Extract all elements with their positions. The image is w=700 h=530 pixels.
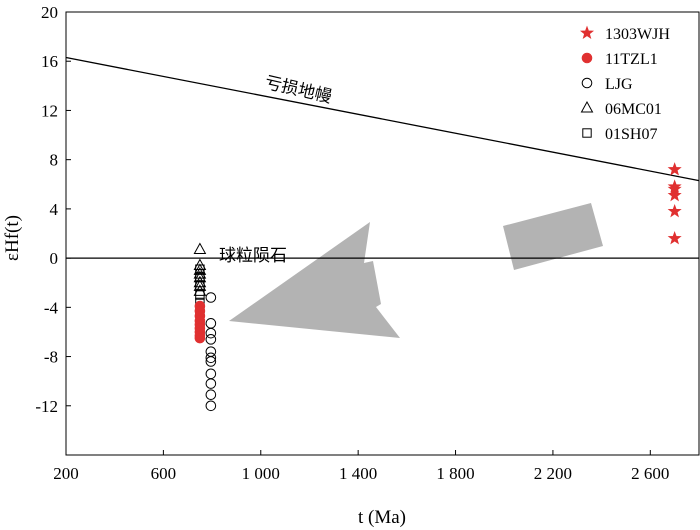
y-tick-label: -4 bbox=[44, 298, 59, 317]
legend-label: 1303WJH bbox=[605, 26, 670, 43]
data-point-1303wjh bbox=[667, 231, 682, 245]
data-point-ljg bbox=[205, 368, 217, 380]
legend-marker-11tzl1 bbox=[581, 52, 593, 64]
data-point-06mc01 bbox=[193, 242, 207, 254]
data-point-06mc01 bbox=[193, 275, 207, 288]
gray-arrow-shape bbox=[229, 222, 400, 338]
legend-marker-1303wjh bbox=[579, 25, 595, 39]
data-point-ljg bbox=[205, 400, 217, 412]
y-tick-label: -8 bbox=[44, 348, 58, 367]
decorative-shapes bbox=[229, 203, 603, 338]
x-axis-title: t (Ma) bbox=[358, 507, 406, 528]
data-point-ljg bbox=[205, 356, 217, 367]
y-tick-label: 20 bbox=[41, 3, 58, 22]
x-tick-label: 600 bbox=[151, 464, 177, 483]
legend-marker-06mc01 bbox=[580, 100, 594, 113]
legend-marker-01sh07 bbox=[582, 128, 592, 138]
y-axis-title: εHf(t) bbox=[2, 215, 23, 261]
legend: 1303WJH 11TZL1 LJG 06MC01 01SH07 bbox=[579, 25, 670, 143]
data-point-ljg bbox=[205, 327, 217, 339]
x-tick-label: 200 bbox=[53, 464, 79, 483]
y-tick-label: 4 bbox=[50, 200, 59, 219]
legend-label: 01SH07 bbox=[605, 126, 657, 143]
y-tick-label: 16 bbox=[41, 52, 58, 71]
y-axis-ticks: -12 -8 -4 0 4 8 12 16 20 bbox=[35, 3, 71, 416]
data-point-ljg bbox=[205, 378, 217, 389]
depleted-mantle-line bbox=[65, 56, 700, 182]
data-point-06mc01 bbox=[193, 284, 207, 296]
x-tick-label: 2 600 bbox=[631, 464, 669, 483]
legend-marker-ljg bbox=[581, 77, 593, 89]
y-tick-label: -12 bbox=[35, 397, 58, 416]
data-point-ljg bbox=[205, 352, 217, 364]
data-point-06mc01 bbox=[193, 279, 207, 291]
legend-label: 06MC01 bbox=[605, 101, 662, 118]
chondrite-label: 球粒陨石 bbox=[219, 246, 287, 266]
data-points bbox=[193, 162, 682, 412]
legend-label: LJG bbox=[605, 76, 633, 93]
data-point-1303wjh bbox=[667, 203, 682, 218]
data-point-06mc01 bbox=[193, 270, 207, 283]
x-tick-label: 1 000 bbox=[242, 464, 280, 483]
legend-label: 11TZL1 bbox=[605, 51, 658, 68]
x-axis-ticks: 200 600 1 000 1 400 1 800 2 200 2 600 bbox=[53, 450, 669, 483]
data-point-06mc01 bbox=[193, 263, 207, 275]
x-tick-label: 1 400 bbox=[339, 464, 377, 483]
data-point-ljg bbox=[205, 318, 217, 329]
data-point-ljg bbox=[205, 334, 217, 345]
y-tick-label: 8 bbox=[50, 151, 59, 170]
plot-frame bbox=[65, 11, 700, 456]
data-point-ljg bbox=[205, 389, 217, 401]
gray-rectangle-shape bbox=[503, 203, 603, 270]
x-tick-label: 1 800 bbox=[436, 464, 474, 483]
x-tick-label: 2 200 bbox=[534, 464, 572, 483]
data-point-ljg bbox=[205, 292, 217, 303]
data-point-06mc01 bbox=[193, 267, 207, 279]
data-point-1303wjh bbox=[667, 187, 682, 202]
y-tick-label: 12 bbox=[41, 101, 58, 120]
y-tick-label: 0 bbox=[50, 249, 59, 268]
data-point-1303wjh bbox=[667, 162, 682, 176]
data-point-11tzl1 bbox=[194, 332, 206, 344]
reference-lines bbox=[65, 56, 700, 259]
data-point-06mc01 bbox=[193, 258, 207, 270]
